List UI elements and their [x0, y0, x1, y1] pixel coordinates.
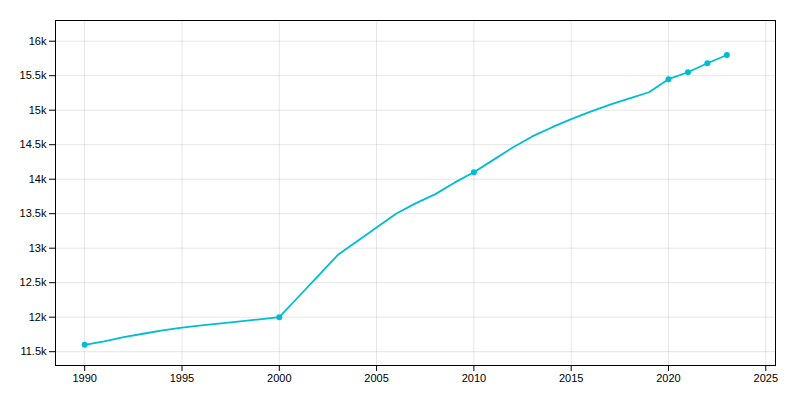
- svg-text:2020: 2020: [656, 372, 680, 384]
- svg-text:2025: 2025: [754, 372, 778, 384]
- svg-text:13.5k: 13.5k: [20, 207, 47, 219]
- svg-text:2005: 2005: [364, 372, 388, 384]
- svg-text:14.5k: 14.5k: [20, 138, 47, 150]
- svg-text:2000: 2000: [267, 372, 291, 384]
- svg-text:2015: 2015: [559, 372, 583, 384]
- svg-text:13k: 13k: [29, 242, 47, 254]
- svg-text:15k: 15k: [29, 104, 47, 116]
- svg-text:12.5k: 12.5k: [20, 276, 47, 288]
- svg-text:14k: 14k: [29, 173, 47, 185]
- svg-text:15.5k: 15.5k: [20, 69, 47, 81]
- svg-text:1995: 1995: [170, 372, 194, 384]
- svg-text:1990: 1990: [72, 372, 96, 384]
- svg-text:12k: 12k: [29, 311, 47, 323]
- svg-text:2010: 2010: [462, 372, 486, 384]
- svg-text:11.5k: 11.5k: [20, 345, 47, 357]
- svg-text:16k: 16k: [29, 35, 47, 47]
